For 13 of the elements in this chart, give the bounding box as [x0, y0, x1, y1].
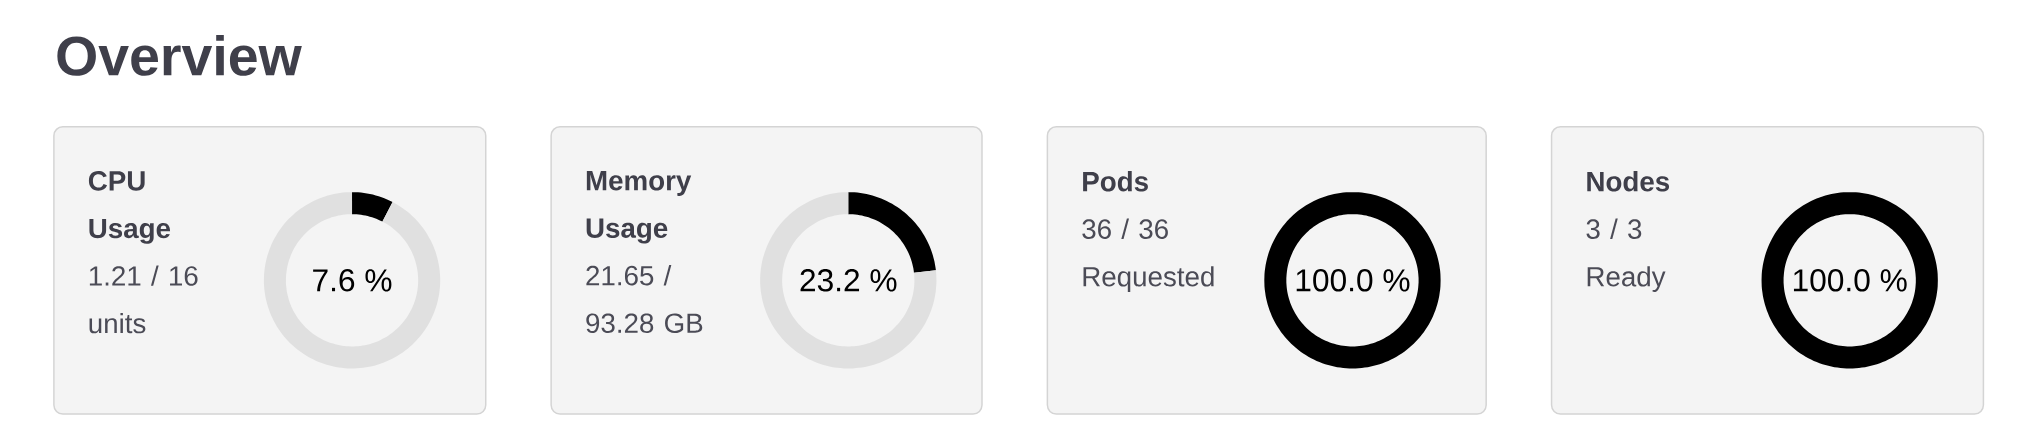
text: 7.6 %	[313, 269, 392, 292]
chart-title: Nodes	[1587, 171, 1670, 192]
text: 23.2 %	[800, 269, 897, 292]
text: 36 / 36 Requested	[1082, 218, 1214, 293]
chart-title: CPU Usage	[88, 171, 171, 244]
text: 21.65 / 93.28 GB	[586, 265, 703, 334]
text: Overview	[57, 35, 302, 76]
text: 1.21 / 16 units	[89, 265, 198, 334]
text: 100.0 %	[1296, 269, 1410, 292]
chart-title: Pods	[1083, 171, 1148, 192]
chart-title: Memory Usage	[586, 171, 692, 244]
text: 100.0 %	[1793, 269, 1907, 292]
text: 3 / 3 Ready	[1586, 218, 1666, 293]
